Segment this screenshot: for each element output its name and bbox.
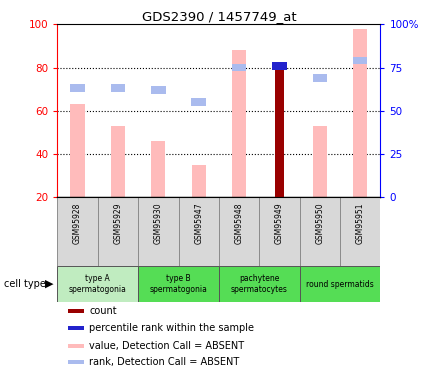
Bar [313,126,327,197]
Bar [192,165,206,197]
Bar [57,266,138,302]
Title: GDS2390 / 1457749_at: GDS2390 / 1457749_at [142,10,296,23]
Bar [68,344,84,348]
Text: GSM95928: GSM95928 [73,202,82,244]
Bar [178,197,219,266]
Text: value, Detection Call = ABSENT: value, Detection Call = ABSENT [89,341,244,351]
Text: cell type: cell type [4,279,46,289]
Bar [111,126,125,197]
Bar [71,104,85,197]
Bar [340,197,380,266]
Text: ▶: ▶ [45,279,53,289]
Text: GSM95930: GSM95930 [154,202,163,244]
Bar [68,360,84,364]
Bar [275,63,284,197]
Text: round spermatids: round spermatids [306,280,374,289]
Bar [68,326,84,330]
Bar [219,197,259,266]
Text: GSM95947: GSM95947 [194,202,203,244]
Bar [300,197,340,266]
Text: GSM95951: GSM95951 [356,202,365,244]
Text: rank, Detection Call = ABSENT: rank, Detection Call = ABSENT [89,357,240,367]
Bar [312,74,327,82]
Bar [57,197,98,266]
Bar [68,309,84,313]
Bar [353,29,367,197]
Text: GSM95929: GSM95929 [113,202,122,244]
Text: count: count [89,306,117,316]
Bar [219,266,300,302]
Text: GSM95948: GSM95948 [235,202,244,244]
Bar [300,266,380,302]
Bar [259,197,300,266]
Bar [191,98,206,106]
Bar [232,50,246,197]
Bar [138,266,219,302]
Text: percentile rank within the sample: percentile rank within the sample [89,323,254,333]
Bar [70,84,85,92]
Bar [98,197,138,266]
Bar [232,64,246,71]
Bar [151,141,165,197]
Text: GSM95949: GSM95949 [275,202,284,244]
Bar [353,57,368,64]
Text: type B
spermatogonia: type B spermatogonia [150,274,207,294]
Text: GSM95950: GSM95950 [315,202,324,244]
Bar [272,62,287,70]
Text: type A
spermatogonia: type A spermatogonia [69,274,127,294]
Bar [110,84,125,92]
Text: pachytene
spermatocytes: pachytene spermatocytes [231,274,288,294]
Bar [151,86,166,94]
Bar [138,197,178,266]
